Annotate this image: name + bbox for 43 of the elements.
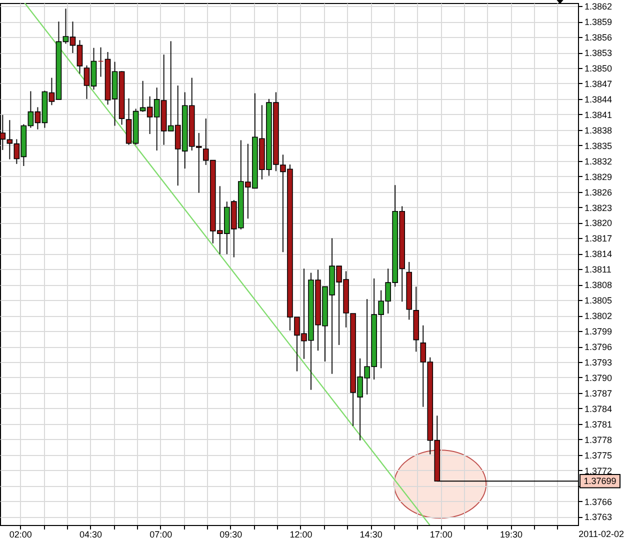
x-tick-label: 17:00 — [430, 530, 452, 540]
y-tick-label: 1.3766 — [584, 496, 612, 507]
y-tick-label: 1.3856 — [584, 32, 612, 43]
x-tick-label: 09:30 — [220, 530, 242, 540]
text: 2011-02-02 — [578, 529, 624, 539]
y-tick-label: 1.3853 — [584, 48, 612, 58]
y-tick-label: 1.3799 — [584, 326, 612, 337]
y-tick-label: 1.3850 — [584, 63, 612, 74]
y-tick-label: 1.3808 — [584, 280, 612, 290]
y-tick-label: 1.3811 — [584, 264, 612, 275]
y-tick-label: 1.3790 — [584, 372, 612, 383]
y-tick-label: 1.3763 — [584, 512, 612, 522]
y-tick-label: 1.3820 — [584, 218, 612, 228]
y-tick-label: 1.3787 — [584, 388, 612, 398]
y-tick-label: 1.3829 — [584, 172, 612, 182]
ref-line-label: 1.37699 — [584, 476, 616, 486]
y-tick-label: 1.3805 — [584, 296, 612, 306]
x-tick-label: 14:30 — [360, 530, 382, 540]
x-tick-label: 19:30 — [500, 530, 522, 540]
y-tick-label: 1.3841 — [584, 110, 612, 120]
y-tick-label: 1.3814 — [584, 249, 612, 260]
y-tick-label: 1.3838 — [584, 125, 612, 136]
y-tick-label: 1.3775 — [584, 450, 612, 460]
y-tick-label: 1.3793 — [584, 358, 612, 368]
y-tick-label: 1.3778 — [584, 434, 612, 445]
y-tick-label: 1.3802 — [584, 311, 612, 322]
x-tick-label: 04:30 — [79, 530, 102, 540]
y-tick-label: 1.3859 — [584, 17, 612, 28]
y-tick-label: 1.3844 — [584, 94, 612, 104]
y-tick-label: 1.3772 — [584, 466, 612, 476]
y-tick-label: 1.3796 — [584, 342, 612, 352]
y-tick-label: 1.3862 — [584, 2, 612, 12]
x-tick-label: 12:00 — [290, 530, 312, 540]
y-tick-label: 1.3835 — [584, 140, 612, 151]
x-tick-label: 07:00 — [150, 530, 172, 540]
y-tick-label: 1.3847 — [584, 78, 612, 89]
y-tick-label: 1.3826 — [584, 187, 612, 198]
y-tick-label: 1.3781 — [584, 419, 612, 430]
x-tick-label: 02:00 — [9, 530, 32, 540]
y-tick-label: 1.3823 — [584, 202, 612, 213]
y-tick-label: 1.3832 — [584, 156, 612, 166]
y-tick-label: 1.3817 — [584, 234, 612, 244]
y-tick-label: 1.3784 — [584, 404, 612, 414]
